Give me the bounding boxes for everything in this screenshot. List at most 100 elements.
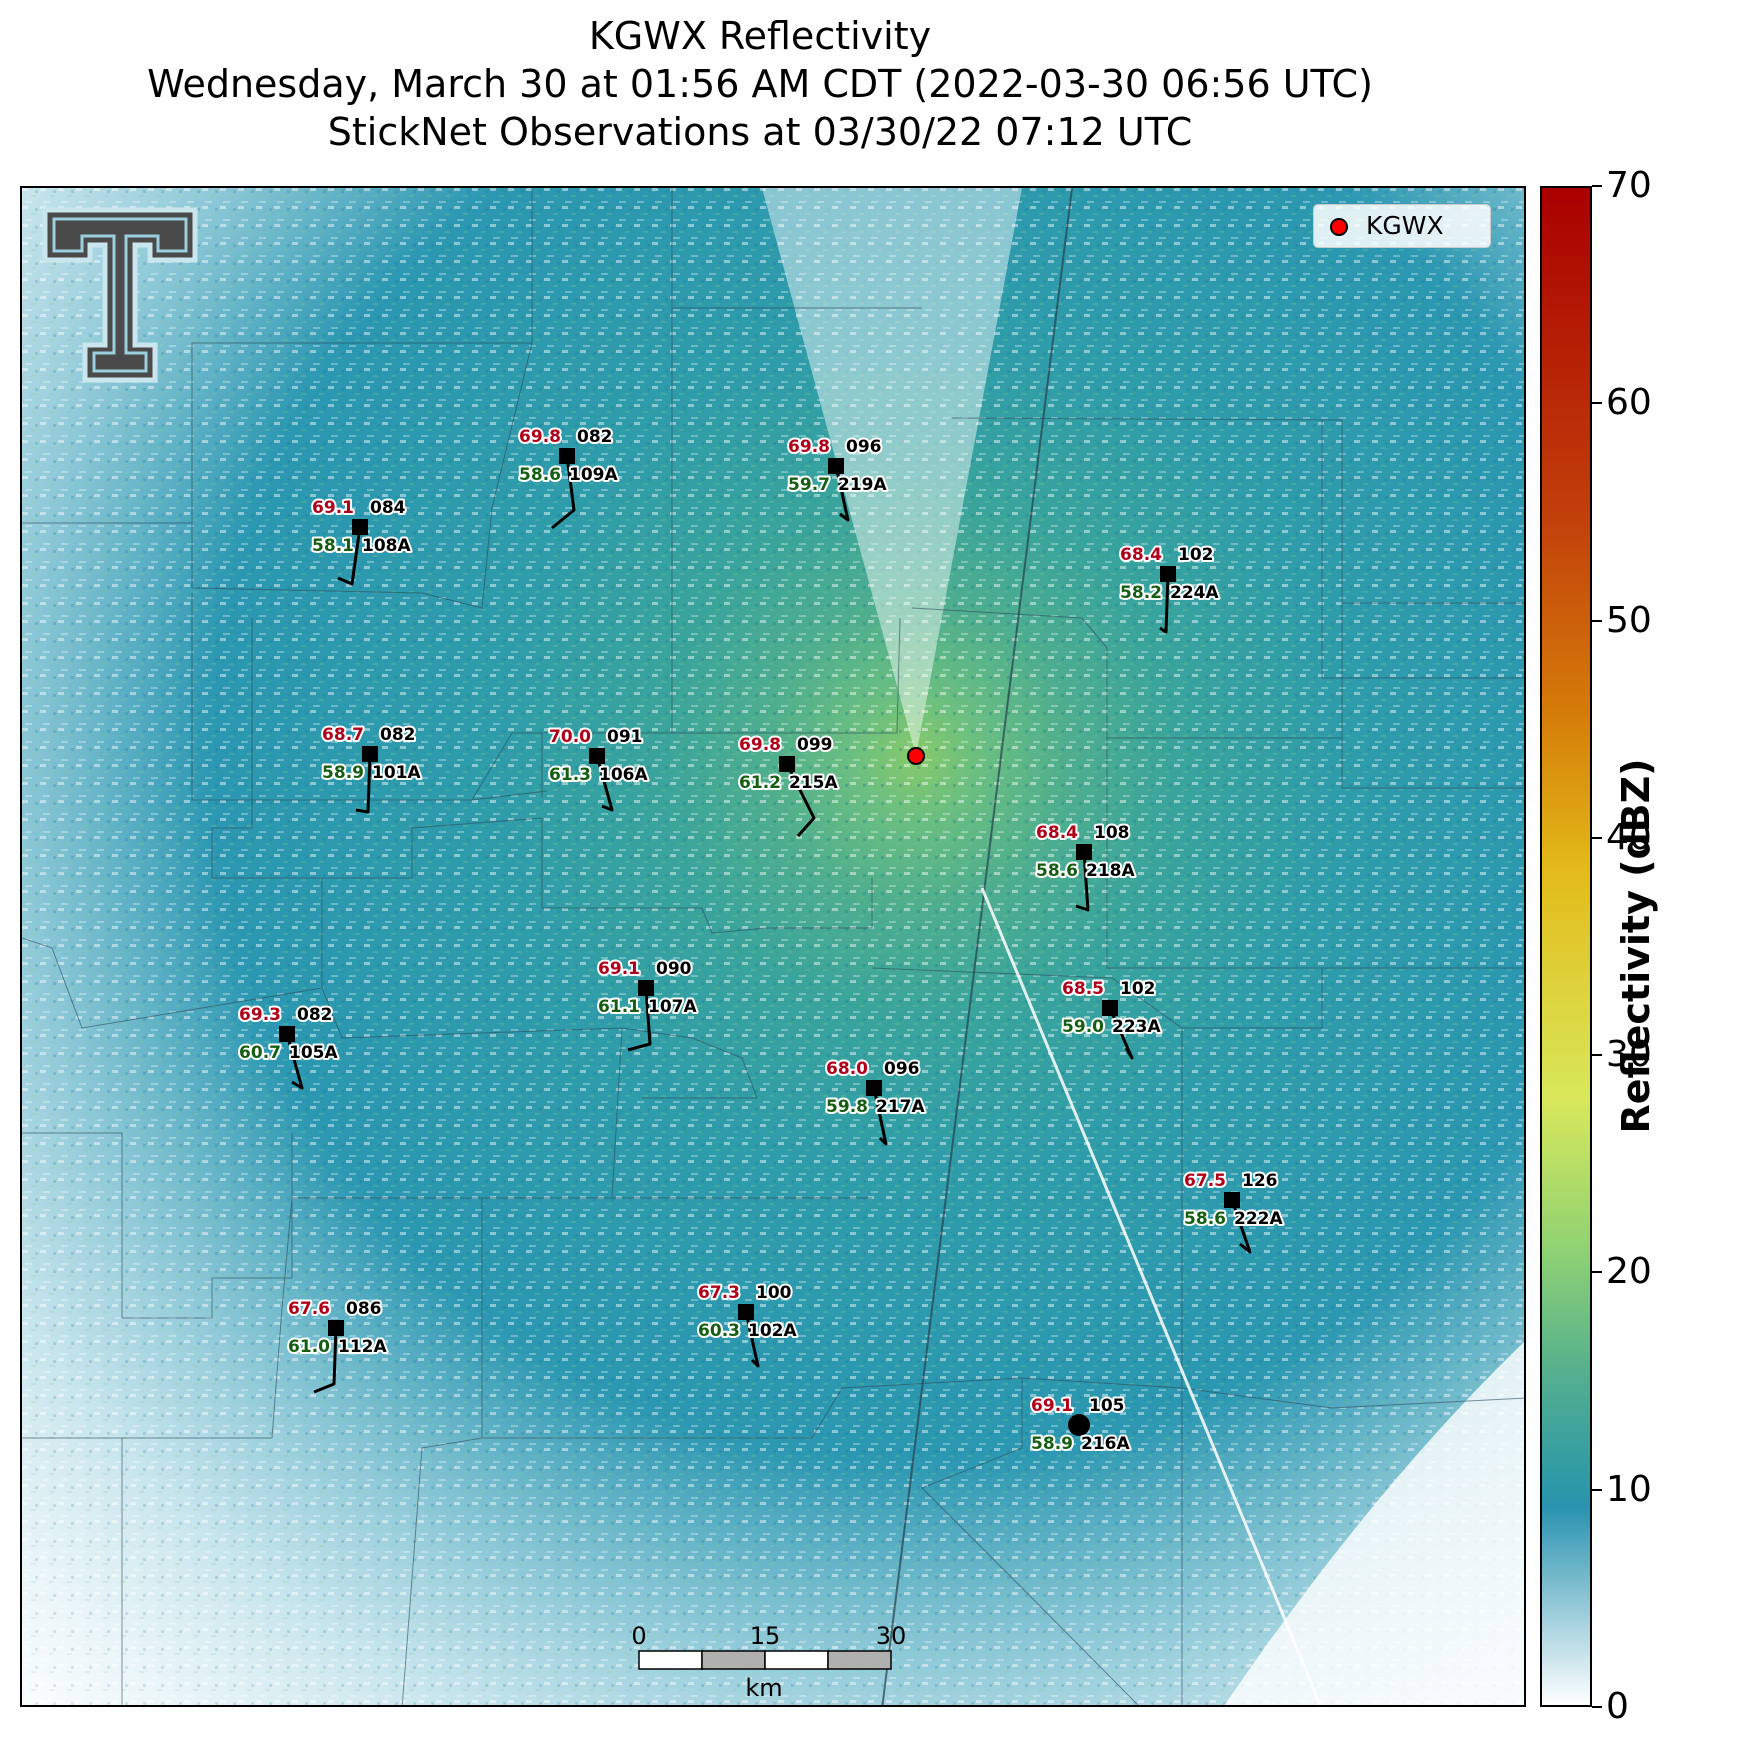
station-marker: [828, 458, 844, 474]
station-223A[interactable]: 68.5 102 59.0 223A: [1060, 977, 1163, 1060]
station-109A[interactable]: 69.8 082 58.6 109A: [517, 425, 620, 530]
sticknet-stations: 69.8 082 58.6 109A 69.8 096 59.7 219A 69.1 084 58.…: [237, 425, 1285, 1456]
colorbar-tick-label: 20: [1606, 1251, 1652, 1293]
station-id: 101A: [372, 763, 421, 783]
colorbar-tick-label: 30: [1606, 1034, 1652, 1076]
station-temperature: 69.8: [519, 427, 561, 447]
scale-unit: km: [745, 1674, 782, 1702]
station-216A[interactable]: 69.1 105 58.9 216A: [1029, 1394, 1132, 1456]
station-id: 112A: [338, 1337, 387, 1357]
station-id: 219A: [838, 475, 887, 495]
station-218A[interactable]: 68.4 108 58.6 218A: [1034, 821, 1137, 912]
colorbar-tick: [1592, 836, 1602, 839]
station-wind-direction: 086: [346, 1299, 382, 1319]
colorbar-tick-label: 10: [1606, 1468, 1652, 1510]
beam-blockage-north: [762, 188, 1022, 756]
wind-barb: [355, 753, 372, 814]
station-temperature: 68.4: [1120, 545, 1162, 565]
station-224A[interactable]: 68.4 102 58.2 224A: [1118, 543, 1221, 634]
station-marker: [352, 519, 368, 535]
station-temperature: 68.7: [322, 725, 364, 745]
wind-barb: [1230, 1199, 1252, 1254]
station-marker: [1160, 566, 1176, 582]
colorbar-tick: [1592, 185, 1602, 187]
station-106A[interactable]: 70.0 091 61.3 106A: [547, 725, 650, 812]
wind-barb: [627, 987, 652, 1052]
station-dewpoint: 59.0: [1062, 1017, 1104, 1037]
station-temperature: 69.1: [312, 498, 354, 518]
station-dewpoint: 58.6: [1184, 1209, 1226, 1229]
station-dewpoint: 58.6: [1036, 861, 1078, 881]
scale-label-30: 30: [876, 1622, 907, 1650]
station-217A[interactable]: 68.0 096 59.8 217A: [824, 1057, 927, 1146]
station-temperature: 67.6: [288, 1299, 330, 1319]
station-id: 106A: [599, 765, 648, 785]
wind-barb: [551, 455, 576, 530]
radar-site-legend-marker: [1330, 218, 1348, 236]
station-108A[interactable]: 69.1 084 58.1 108A: [310, 496, 413, 586]
colorbar-tick-label: 70: [1606, 165, 1652, 206]
station-marker: [362, 746, 378, 762]
colorbar-tick-label: 40: [1606, 816, 1652, 858]
station-wind-direction: 091: [607, 727, 643, 747]
station-marker: [279, 1026, 295, 1042]
station-marker: [559, 448, 575, 464]
station-id: 216A: [1081, 1434, 1130, 1454]
colorbar-tick: [1592, 1488, 1602, 1491]
station-temperature: 69.1: [598, 959, 640, 979]
station-105A[interactable]: 69.3 082 60.7 105A: [237, 1003, 340, 1090]
station-101A[interactable]: 68.7 082 58.9 101A: [320, 723, 423, 814]
wind-barb: [1075, 851, 1090, 912]
colorbar-title: Reflectivity (dBZ): [1614, 758, 1658, 1134]
station-wind-direction: 082: [577, 427, 613, 447]
station-112A[interactable]: 67.6 086 61.0 112A: [286, 1297, 389, 1394]
station-wind-direction: 108: [1094, 823, 1130, 843]
station-temperature: 68.4: [1036, 823, 1078, 843]
station-marker: [638, 980, 654, 996]
station-marker: [738, 1304, 754, 1320]
title-line-1: KGWX Reflectivity: [588, 14, 932, 58]
colorbar-tick: [1592, 402, 1602, 405]
station-temperature: 68.5: [1062, 979, 1104, 999]
station-wind-direction: 126: [1242, 1171, 1278, 1191]
station-dewpoint: 58.9: [322, 763, 364, 783]
station-id: 108A: [362, 536, 411, 556]
station-id: 102A: [748, 1321, 797, 1341]
station-222A[interactable]: 67.5 126 58.6 222A: [1182, 1169, 1285, 1254]
colorbar-tick-label: 50: [1606, 599, 1652, 641]
station-marker: [589, 748, 605, 764]
station-dewpoint: 58.6: [519, 465, 561, 485]
colorbar-tick: [1592, 619, 1602, 622]
station-wind-direction: 082: [380, 725, 416, 745]
station-temperature: 69.8: [739, 735, 781, 755]
radar-map[interactable]: 0 15 30 km 69.8 082 58.6 109A 69.8 096 59.7 219…: [20, 186, 1526, 1707]
station-dewpoint: 60.3: [698, 1321, 740, 1341]
station-dewpoint: 59.8: [826, 1097, 868, 1117]
station-dewpoint: 59.7: [788, 475, 830, 495]
station-id: 217A: [876, 1097, 925, 1117]
station-id: 105A: [289, 1043, 338, 1063]
map-legend: KGWX: [1313, 204, 1491, 248]
chart-title: KGWX Reflectivity Wednesday, March 30 at…: [0, 12, 1520, 156]
station-215A[interactable]: 69.8 099 61.2 215A: [737, 733, 840, 837]
station-dewpoint: 58.1: [312, 536, 354, 556]
map-overlay: 0 15 30 km 69.8 082 58.6 109A 69.8 096 59.7 219…: [22, 188, 1524, 1705]
wind-barb: [337, 526, 362, 586]
kgwx-radar-site[interactable]: [907, 747, 925, 765]
reflectivity-colorbar: [1540, 186, 1592, 1707]
colorbar-tick: [1592, 1706, 1602, 1708]
colorbar-tick: [1592, 1271, 1602, 1274]
station-id: 218A: [1086, 861, 1135, 881]
wind-barb: [1108, 1007, 1134, 1060]
station-dewpoint: 61.0: [288, 1337, 330, 1357]
station-dewpoint: 61.1: [598, 997, 640, 1017]
station-wind-direction: 099: [797, 735, 833, 755]
station-wind-direction: 105: [1089, 1396, 1125, 1416]
station-temperature: 68.0: [826, 1059, 868, 1079]
legend-label: KGWX: [1366, 211, 1444, 240]
station-temperature: 67.5: [1184, 1171, 1226, 1191]
station-marker: [779, 756, 795, 772]
station-107A[interactable]: 69.1 090 61.1 107A: [596, 957, 699, 1052]
station-219A[interactable]: 69.8 096 59.7 219A: [786, 435, 889, 522]
station-102A[interactable]: 67.3 100 60.3 102A: [696, 1281, 799, 1368]
